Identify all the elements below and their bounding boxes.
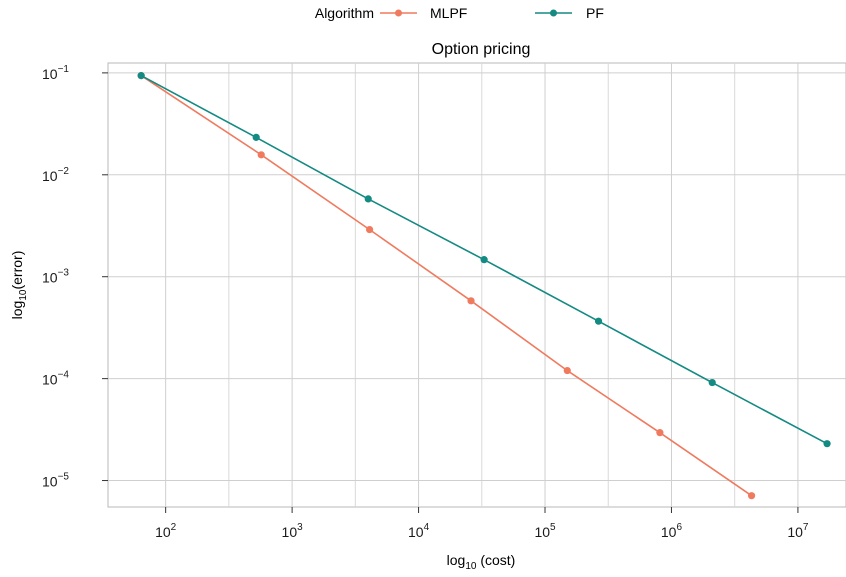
data-point-mlpf (656, 429, 664, 437)
x-axis: 102 103 104 105 106 107 (155, 507, 809, 540)
legend-label-mlpf: MLPF (430, 5, 467, 21)
data-point-mlpf (563, 366, 571, 375)
y-tick-label: 10−2 (42, 166, 69, 184)
legend-marker-mlpf (395, 9, 402, 17)
legend-title: Algorithm (315, 5, 374, 21)
y-tick-label: 10−5 (42, 472, 69, 490)
legend-item-mlpf: MLPF (380, 5, 467, 21)
grid (108, 63, 846, 507)
legend-marker-pf (550, 9, 557, 17)
data-point-pf (823, 440, 831, 448)
y-tick-label: 10−3 (42, 268, 69, 286)
y-axis: 10−1 10−2 10−3 10−4 10−5 (42, 64, 108, 490)
data-point-pf (480, 256, 488, 264)
data-point-pf (364, 195, 372, 203)
data-point-mlpf (257, 151, 265, 159)
data-point-pf (594, 317, 603, 325)
data-point-mlpf (747, 492, 756, 500)
plot-frame (107, 62, 846, 508)
data-point-pf (137, 72, 145, 80)
x-tick-label: 107 (787, 522, 809, 540)
data-point-mlpf (467, 297, 475, 305)
y-tick-label: 10−4 (42, 370, 69, 388)
data-point-mlpf (365, 225, 374, 234)
x-tick-label: 104 (408, 522, 430, 540)
y-axis-title: log10(error) (9, 251, 29, 320)
data-point-pf (708, 378, 716, 387)
y-tick-label: 10−1 (42, 64, 69, 82)
legend: Algorithm MLPF PF (315, 5, 604, 21)
x-tick-label: 102 (155, 522, 177, 540)
legend-item-pf: PF (535, 5, 604, 21)
x-tick-label: 103 (282, 522, 304, 540)
x-tick-label: 105 (534, 522, 556, 540)
x-axis-title: log10 (cost) (447, 552, 516, 572)
series-layer (137, 72, 831, 500)
chart-title: Option pricing (432, 41, 531, 58)
legend-label-pf: PF (586, 5, 604, 21)
x-tick-label: 106 (661, 522, 683, 540)
data-point-pf (252, 133, 260, 141)
